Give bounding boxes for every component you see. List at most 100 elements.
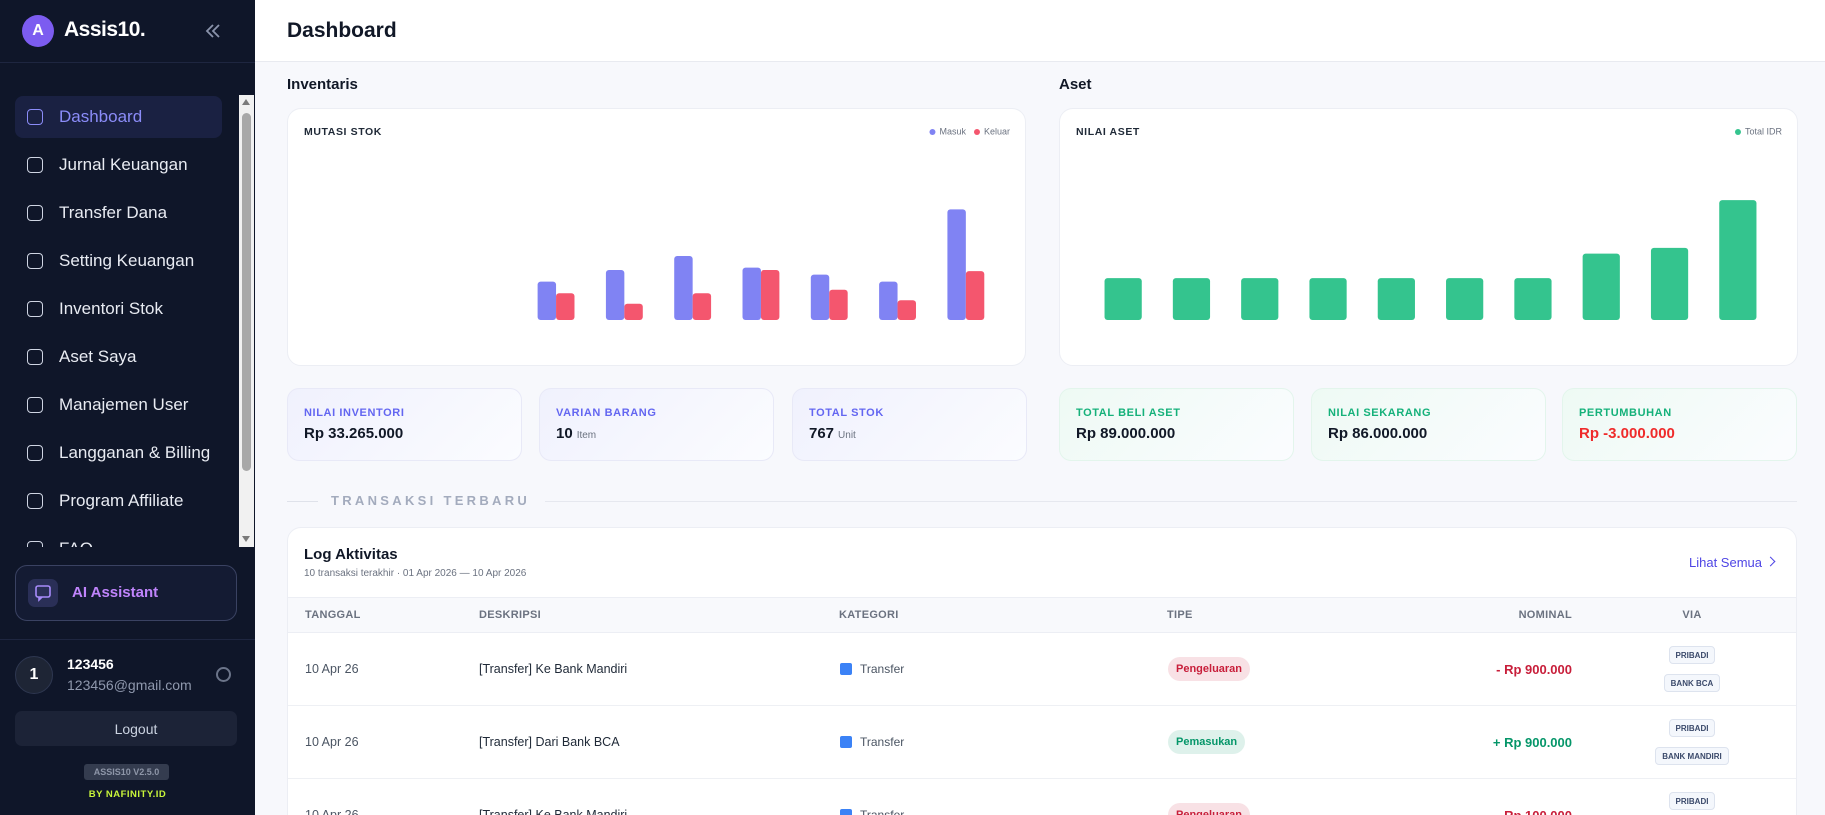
nav-label: Transfer Dana [59, 203, 168, 222]
stat-label: TOTAL BELI ASET [1076, 407, 1181, 419]
sidebar: A Assis10. Dashboard Jurnal Keuangan Transfe… [0, 0, 255, 815]
bar [605, 269, 625, 320]
nav-item[interactable]: FAQ [15, 528, 222, 547]
nav-label: Jurnal Keuangan [59, 155, 188, 174]
category-icon [840, 736, 852, 748]
stat-card: NILAI INVENTORI Rp 33.265.000 [287, 388, 522, 461]
nav-item[interactable]: Manajemen User [15, 384, 222, 426]
legend-label: Keluar [984, 126, 1010, 136]
ai-icon [28, 579, 58, 607]
settings-button[interactable] [216, 667, 231, 682]
stat-value: Rp 89.000.000 [1076, 425, 1176, 442]
user-email: 123456@gmail.com [67, 677, 192, 693]
nav-icon [27, 493, 43, 509]
bar [947, 209, 966, 320]
stat-value-row: Rp 86.000.000 [1328, 425, 1427, 443]
nav-item[interactable]: Langganan & Billing [15, 432, 222, 474]
via-badge: PRIBADI [1668, 792, 1716, 810]
section-title: Aset [1059, 76, 1092, 93]
bar [1719, 200, 1757, 320]
nav-icon [27, 301, 43, 317]
link-chevron [1765, 556, 1776, 567]
bar [692, 293, 712, 320]
nav-item[interactable]: Setting Keuangan [15, 240, 222, 282]
legend-label: Masuk [939, 126, 966, 136]
chart-title: MUTASI STOK [304, 126, 382, 138]
cell-nominal: - Rp 100.000 [1272, 808, 1572, 815]
legend-dot [1734, 129, 1741, 135]
stat-value: 767 [809, 425, 835, 442]
via-badge: PRIBADI [1668, 719, 1716, 737]
table-title: Log Aktivitas [304, 546, 398, 563]
nav-item[interactable]: Inventori Stok [15, 288, 222, 330]
section-title: Inventaris [287, 76, 358, 93]
chart-title: NILAI ASET [1076, 126, 1140, 138]
bar [897, 300, 916, 320]
via-badge: BANK MANDIRI [1655, 747, 1729, 765]
via-wrap: PRIBADI [1632, 792, 1752, 810]
nav-label: Inventori Stok [59, 299, 163, 318]
ai-label: AI Assistant [72, 584, 159, 601]
ai-assistant[interactable]: AI Assistant [15, 565, 237, 621]
view-all-link[interactable]: Lihat Semua [1689, 555, 1762, 570]
legend-label: Total IDR [1745, 126, 1783, 136]
chart: NILAI ASET Total IDR [1076, 126, 1783, 320]
nav-item[interactable]: Program Affiliate [15, 480, 222, 522]
credit: BY NAFINITY.ID [88, 789, 167, 800]
scroll-down[interactable] [242, 536, 250, 542]
chat-icon [35, 585, 51, 602]
nav-item[interactable]: Aset Saya [15, 336, 222, 378]
cell-nominal: + Rp 900.000 [1492, 735, 1572, 750]
stat-value: Rp 33.265.000 [304, 425, 404, 442]
nav: Dashboard Jurnal Keuangan Transfer Dana Set… [0, 95, 240, 547]
nav-label: Dashboard [59, 107, 143, 126]
stat-value: 10 [556, 425, 573, 442]
nav-icon [27, 349, 43, 365]
via-wrap: BANK MANDIRI [1632, 747, 1752, 765]
nav-label: Aset Saya [59, 347, 137, 366]
via-wrap: BANK BCA [1632, 674, 1752, 692]
logo-circle: A [22, 15, 54, 47]
via-wrap: PRIBADI [1632, 719, 1752, 737]
table-row[interactable] [288, 706, 1796, 779]
bar [879, 281, 898, 320]
table-header [288, 597, 1796, 633]
version-badge: ASSIS10 V2.5.0 [84, 764, 169, 780]
stat-label: NILAI SEKARANG [1328, 407, 1432, 419]
type-badge: Pengeluaran [1168, 657, 1251, 681]
nav-item[interactable]: Jurnal Keuangan [15, 144, 222, 186]
stat-unit: Item [576, 430, 597, 441]
bar [760, 269, 780, 320]
bar [1104, 278, 1142, 320]
stat-card: PERTUMBUHAN Rp -3.000.000 [1562, 388, 1797, 461]
logout-button[interactable]: Logout [15, 711, 237, 746]
bar [537, 281, 557, 320]
bar [556, 293, 575, 320]
table-row[interactable] [288, 633, 1796, 706]
stat-value-row: Rp 89.000.000 [1076, 425, 1175, 443]
nav-item[interactable]: Transfer Dana [15, 192, 222, 234]
nav-item[interactable]: Dashboard [15, 96, 222, 138]
column-header: NOMINAL [1518, 609, 1572, 621]
stat-card: VARIAN BARANG 10 Item [539, 388, 774, 461]
bar [1172, 278, 1211, 320]
section-line [545, 501, 1797, 502]
via-wrap: PRIBADI [1632, 646, 1752, 664]
bar [1309, 278, 1347, 320]
scroll-up[interactable] [242, 99, 250, 105]
nav-label: Program Affiliate [59, 491, 184, 510]
nav-label: Manajemen User [59, 395, 189, 414]
cell-category: Transfer [860, 662, 905, 676]
stat-value-row: Rp -3.000.000 [1579, 425, 1675, 443]
chart-card: MUTASI STOK Keluar Masuk [287, 108, 1026, 366]
cell-description: [Transfer] Dari Bank BCA [479, 735, 620, 749]
collapse-button[interactable] [202, 20, 224, 42]
stat-value-row: 10 Item [556, 425, 596, 443]
stat-value: Rp 86.000.000 [1328, 425, 1428, 442]
divider [0, 62, 255, 63]
bar [965, 271, 985, 320]
section-line [287, 501, 318, 502]
cell-description: [Transfer] Ke Bank Mandiri [479, 808, 628, 815]
divider [0, 639, 255, 640]
